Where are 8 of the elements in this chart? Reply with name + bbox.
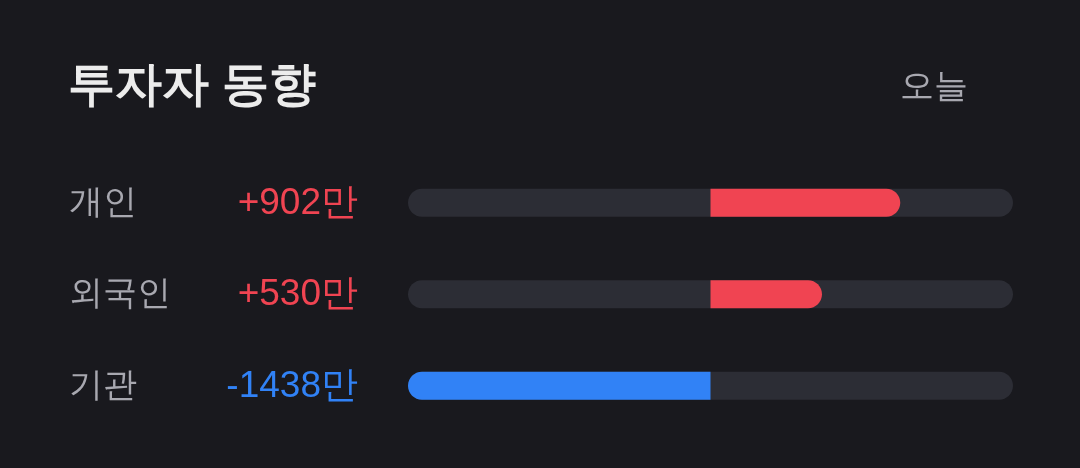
y-tick-label: 개인 [68,181,137,220]
data-label: +902만 [237,180,358,222]
text: 오늘 [900,66,968,104]
y-tick-label: 외국인 [68,273,171,312]
y-tick-label: 기관 [68,364,137,403]
data-label: -1438만 [226,363,358,405]
data-label: +530만 [237,272,358,314]
chart-title: 투자자 동향 [68,57,317,110]
